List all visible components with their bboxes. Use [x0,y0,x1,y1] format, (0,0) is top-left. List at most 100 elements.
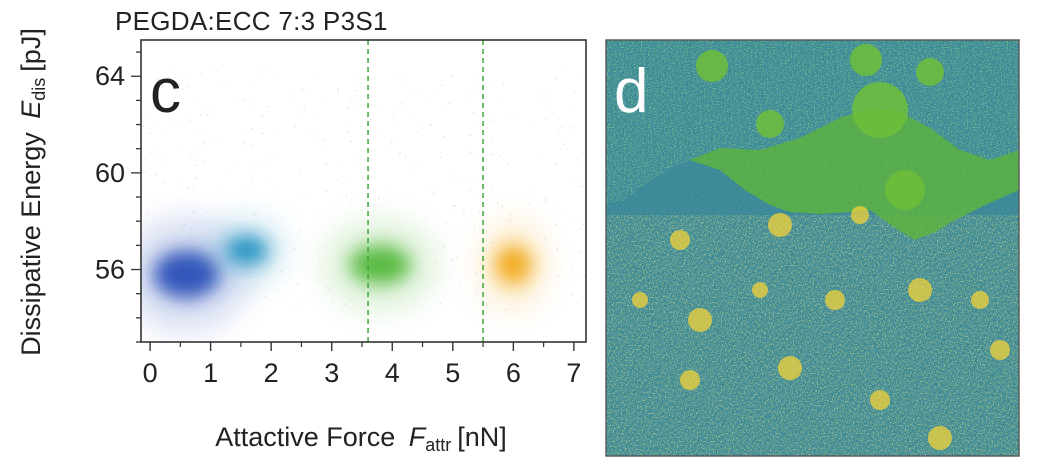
bg-speckle [394,141,396,143]
bg-speckle [324,145,327,148]
bg-speckle [295,306,297,309]
bg-speckle [344,304,347,306]
bg-speckle [393,114,395,116]
bg-speckle [254,94,256,96]
bg-speckle [355,72,358,74]
bg-speckle [483,252,486,255]
bg-speckle [250,171,253,173]
bg-speckle [239,98,241,101]
bg-speckle [403,153,406,156]
bg-speckle [442,110,444,113]
bg-speckle [324,234,327,237]
bg-speckle [425,216,427,219]
bg-speckle [215,136,218,139]
bg-speckle [271,240,273,243]
bg-speckle [475,289,478,291]
bg-speckle [376,146,378,148]
bg-speckle [412,281,415,283]
bg-speckle [413,163,415,165]
bg-speckle [341,176,344,178]
bg-speckle [247,244,250,247]
y-tick-label: 60 [95,158,125,188]
bg-speckle [399,152,401,154]
bg-speckle [450,75,453,77]
bg-speckle [442,294,444,297]
bg-speckle [544,197,546,200]
bg-speckle [448,273,451,276]
bg-speckle [146,211,148,213]
bg-speckle [151,148,154,150]
bg-speckle [356,86,358,88]
bg-speckle [421,127,423,129]
cluster-core-3 [495,245,532,285]
bg-speckle [142,125,145,127]
bg-speckle [249,82,252,84]
bg-speckle [183,224,186,226]
y-axis: 56 60 64 [95,51,141,343]
bg-speckle [328,289,330,292]
bg-speckle [148,256,150,259]
bg-speckle [354,259,356,261]
bg-speckle [203,161,206,164]
bg-speckle [153,217,155,219]
bg-speckle [571,294,574,296]
bg-speckle [273,120,275,122]
bg-speckle [152,121,155,124]
bg-speckle [240,164,242,166]
y-axis-label-subscript: dis [29,78,49,101]
bg-speckle [323,138,326,141]
bg-speckle [172,171,174,173]
bg-speckle [325,190,328,193]
bg-speckle [582,229,584,231]
bg-speckle [200,286,203,288]
bg-speckle [192,177,194,179]
bg-speckle [393,74,395,77]
bg-speckle [480,154,483,157]
bg-speckle [269,219,272,222]
bg-speckle [387,227,390,230]
y-axis-label-unit: [pJ] [16,28,46,72]
bg-speckle [447,214,449,216]
bg-speckle [341,92,343,94]
bg-speckle [524,265,526,267]
bg-speckle [183,212,185,215]
bg-speckle [260,115,263,118]
bg-speckle [435,261,438,264]
yellow-blob-3 [688,308,712,332]
bg-speckle [151,106,154,109]
bg-speckle [148,262,150,265]
bg-speckle [249,177,252,179]
bg-speckle [480,167,483,170]
cluster-core-0 [153,250,220,299]
bg-speckle [341,310,343,312]
bg-speckle [427,297,429,299]
bg-speckle [444,241,446,243]
bg-speckle [251,180,253,182]
bg-speckle [566,148,568,151]
bg-speckle [219,87,222,89]
bg-speckle [469,151,472,154]
bg-speckle [246,233,248,235]
bg-speckle [483,223,486,226]
bg-speckle [200,267,203,270]
bg-speckle [541,95,544,97]
bg-speckle [190,143,192,145]
bg-speckle [181,195,183,198]
bg-speckle [401,101,404,104]
bg-speckle [175,282,178,285]
bg-speckle [575,113,577,115]
yellow-blob-1 [768,213,792,237]
bg-speckle [144,157,146,159]
bg-speckle [227,170,229,172]
bg-speckle [288,77,290,79]
bg-speckle [174,96,177,99]
bg-speckle [364,219,367,222]
bg-speckle [453,255,455,257]
bg-speckle [178,109,181,112]
bg-speckle [376,134,379,137]
bg-speckle [548,116,551,119]
bg-speckle [187,187,190,189]
bg-speckle [163,297,165,299]
bg-speckle [345,125,347,128]
bg-speckle [391,240,394,243]
